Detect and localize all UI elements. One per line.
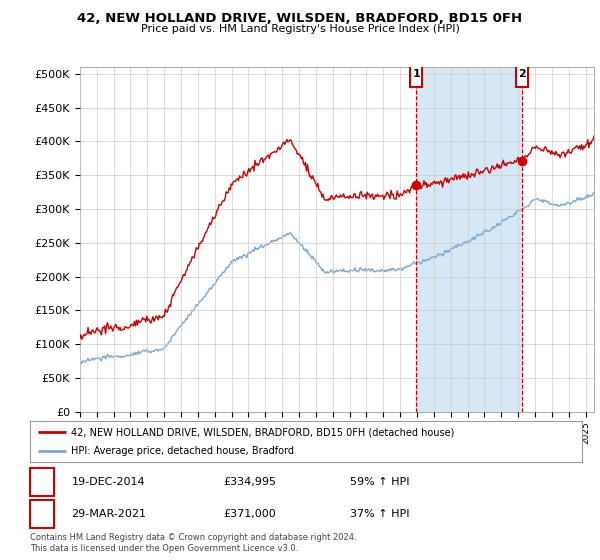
Text: 42, NEW HOLLAND DRIVE, WILSDEN, BRADFORD, BD15 0FH (detached house): 42, NEW HOLLAND DRIVE, WILSDEN, BRADFORD… bbox=[71, 427, 455, 437]
Text: 42, NEW HOLLAND DRIVE, WILSDEN, BRADFORD, BD15 0FH: 42, NEW HOLLAND DRIVE, WILSDEN, BRADFORD… bbox=[77, 12, 523, 25]
Text: 19-DEC-2014: 19-DEC-2014 bbox=[71, 477, 145, 487]
Bar bbox=[30, 468, 54, 496]
Text: HPI: Average price, detached house, Bradford: HPI: Average price, detached house, Brad… bbox=[71, 446, 295, 456]
Text: 2: 2 bbox=[518, 69, 526, 79]
Bar bbox=[416, 67, 522, 412]
Text: 1: 1 bbox=[38, 477, 46, 487]
Text: 59% ↑ HPI: 59% ↑ HPI bbox=[350, 477, 410, 487]
Text: Price paid vs. HM Land Registry's House Price Index (HPI): Price paid vs. HM Land Registry's House … bbox=[140, 24, 460, 34]
Bar bbox=[516, 60, 528, 87]
Text: 1: 1 bbox=[412, 69, 420, 79]
Text: £334,995: £334,995 bbox=[223, 477, 276, 487]
Text: £371,000: £371,000 bbox=[223, 509, 276, 519]
Text: 2: 2 bbox=[38, 509, 46, 519]
Text: 29-MAR-2021: 29-MAR-2021 bbox=[71, 509, 146, 519]
Bar bbox=[30, 500, 54, 528]
Text: 37% ↑ HPI: 37% ↑ HPI bbox=[350, 509, 410, 519]
Text: Contains HM Land Registry data © Crown copyright and database right 2024.
This d: Contains HM Land Registry data © Crown c… bbox=[30, 533, 356, 553]
Bar bbox=[410, 60, 422, 87]
